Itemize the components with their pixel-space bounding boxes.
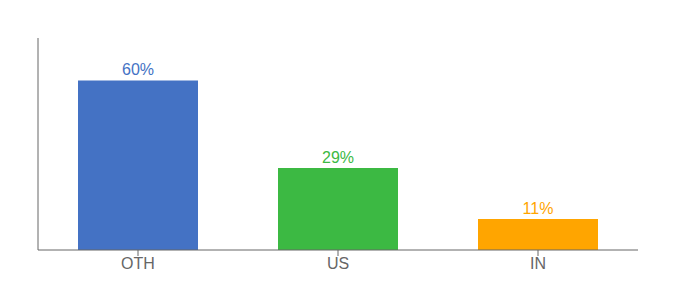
svg-text:29%: 29% xyxy=(322,149,354,166)
svg-text:OTH: OTH xyxy=(121,255,155,272)
svg-text:IN: IN xyxy=(530,255,546,272)
svg-text:US: US xyxy=(327,255,349,272)
svg-text:60%: 60% xyxy=(122,61,154,78)
svg-text:11%: 11% xyxy=(523,200,554,217)
